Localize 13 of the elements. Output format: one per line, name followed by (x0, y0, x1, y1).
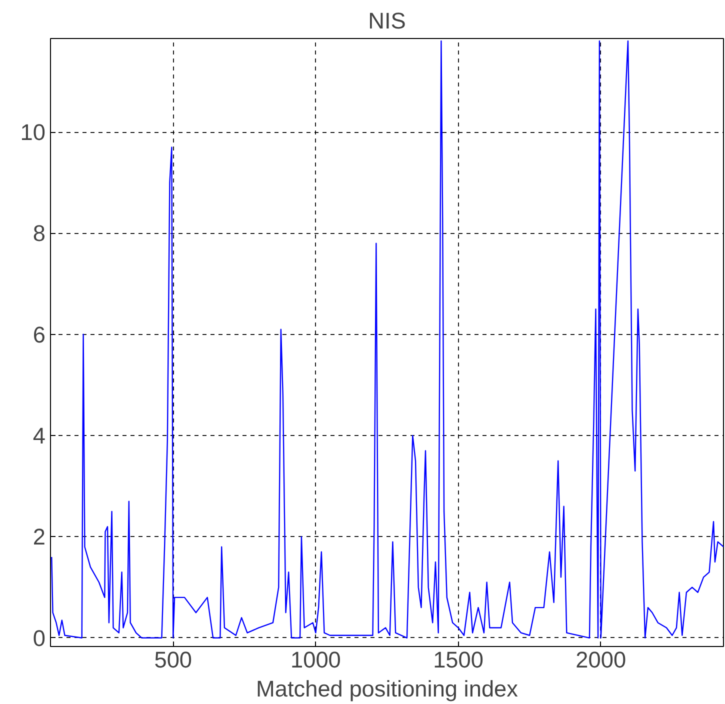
y-tick-label: 6 (32, 321, 46, 348)
x-tick-label: 2000 (576, 646, 626, 672)
y-tick-label: 10 (20, 119, 46, 146)
chart-title: NIS (368, 8, 406, 34)
y-tick-label: 4 (32, 422, 46, 449)
x-tick-label: 1500 (433, 646, 484, 672)
x-axis-title: Matched positioning index (256, 676, 519, 702)
y-tick-label: 0 (32, 624, 46, 651)
y-tick-label: 8 (32, 220, 46, 246)
x-tick-label: 1000 (290, 646, 341, 672)
line-series (51, 40, 724, 638)
x-tick-label: 500 (154, 646, 192, 672)
y-tick-label: 2 (32, 524, 46, 550)
